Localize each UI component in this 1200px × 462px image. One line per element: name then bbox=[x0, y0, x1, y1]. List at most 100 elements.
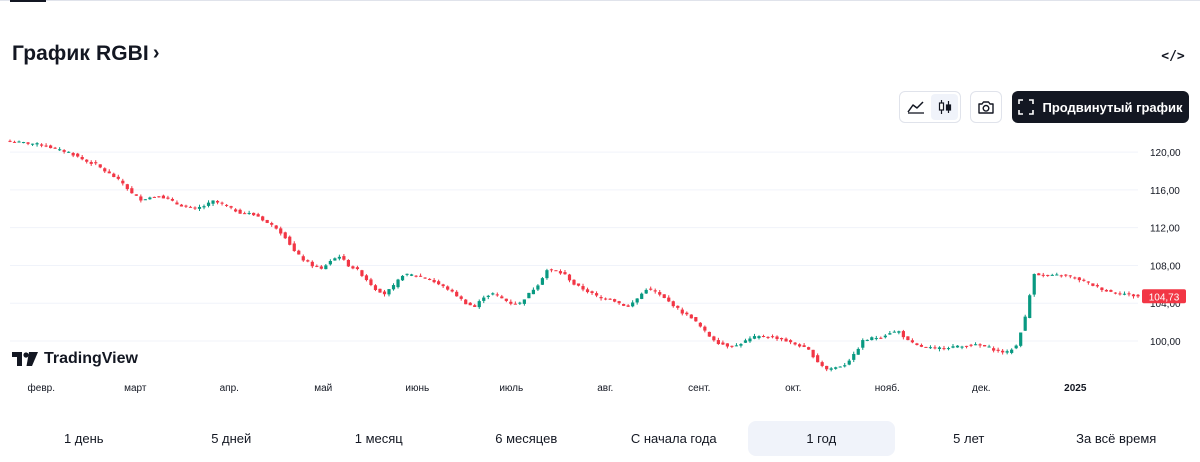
range-tab-0[interactable]: 1 день bbox=[63, 431, 104, 446]
candle-body bbox=[739, 344, 743, 346]
candle bbox=[112, 172, 116, 178]
chart-title-link[interactable]: График RGBI › bbox=[12, 42, 160, 66]
candle-body bbox=[613, 299, 617, 302]
candle bbox=[1095, 283, 1099, 288]
candle bbox=[937, 346, 942, 352]
candle bbox=[355, 265, 360, 271]
range-tab-1[interactable]: 5 дней bbox=[211, 431, 252, 446]
candle-body bbox=[969, 344, 973, 346]
candle-body bbox=[725, 343, 730, 347]
candle bbox=[238, 208, 242, 214]
candle bbox=[450, 288, 454, 293]
candle-body bbox=[414, 275, 418, 277]
candle bbox=[617, 300, 621, 305]
candle-body bbox=[558, 271, 563, 274]
candle bbox=[558, 269, 563, 275]
candle bbox=[495, 292, 499, 297]
candle-body bbox=[563, 272, 567, 275]
range-tab-4[interactable]: С начала года bbox=[630, 431, 717, 446]
candle bbox=[202, 204, 206, 210]
candle-body bbox=[270, 223, 274, 225]
candles-style-button[interactable] bbox=[931, 94, 958, 120]
candle bbox=[919, 343, 924, 348]
top-border bbox=[0, 0, 1200, 1]
candle bbox=[644, 288, 648, 294]
snapshot-button[interactable] bbox=[970, 91, 1002, 123]
x-tick-label: май bbox=[314, 383, 332, 394]
candle-body bbox=[942, 348, 946, 350]
candle-body bbox=[631, 302, 635, 307]
candle-body bbox=[1019, 332, 1023, 346]
candle-body bbox=[838, 366, 842, 368]
candle bbox=[509, 299, 513, 306]
candle bbox=[491, 292, 495, 296]
candle bbox=[807, 346, 811, 350]
candle bbox=[1100, 287, 1104, 293]
candle bbox=[631, 300, 635, 308]
candle bbox=[107, 169, 111, 174]
candle-body bbox=[883, 335, 887, 338]
last-price-label: 104,73 bbox=[1149, 292, 1180, 303]
candle bbox=[527, 292, 531, 299]
candle-body bbox=[468, 302, 472, 306]
candle bbox=[243, 211, 247, 215]
candle-body bbox=[35, 143, 39, 145]
x-tick-label: 2025 bbox=[1064, 383, 1087, 394]
candle-body bbox=[522, 299, 526, 304]
candle bbox=[35, 142, 39, 147]
candle bbox=[121, 178, 125, 186]
candle bbox=[915, 342, 919, 346]
candle bbox=[725, 343, 730, 349]
candle-body bbox=[617, 301, 621, 304]
candle-body bbox=[346, 259, 350, 267]
candle bbox=[649, 286, 653, 291]
candle-body bbox=[193, 207, 197, 209]
candle-body bbox=[8, 140, 12, 142]
candle bbox=[143, 199, 147, 201]
candle-body bbox=[121, 180, 125, 184]
candle-body bbox=[310, 261, 314, 267]
candle bbox=[658, 290, 662, 297]
tradingview-logo[interactable]: TradingView bbox=[12, 350, 138, 368]
candle bbox=[446, 285, 450, 291]
candle bbox=[125, 183, 129, 191]
range-tab-7[interactable]: За всё время bbox=[1076, 431, 1157, 446]
candle bbox=[563, 269, 567, 275]
candle-body bbox=[996, 349, 1000, 351]
candle-body bbox=[328, 260, 332, 265]
candle bbox=[234, 208, 238, 213]
candle bbox=[960, 345, 964, 350]
candle-body bbox=[540, 278, 545, 285]
candle-body bbox=[206, 202, 211, 206]
last-price-layer: 104,73 bbox=[1142, 289, 1186, 304]
embed-code-button[interactable]: </> bbox=[1160, 44, 1186, 68]
candle-body bbox=[870, 337, 874, 341]
candle-body bbox=[378, 288, 382, 293]
range-tab-3[interactable]: 6 месяцев bbox=[495, 431, 558, 446]
candle-body bbox=[680, 309, 684, 314]
candle bbox=[432, 278, 436, 284]
candle bbox=[423, 277, 427, 279]
candle bbox=[1046, 274, 1050, 277]
candle bbox=[743, 338, 748, 343]
range-tab-6[interactable]: 5 лет bbox=[953, 431, 985, 446]
candle-body bbox=[703, 326, 707, 331]
candle-body bbox=[1109, 290, 1113, 292]
candle bbox=[337, 254, 341, 261]
candle-body bbox=[486, 295, 490, 297]
candle bbox=[540, 277, 545, 286]
candle bbox=[811, 349, 815, 359]
advanced-chart-button[interactable]: Продвинутый график bbox=[1012, 91, 1189, 123]
candle bbox=[265, 219, 269, 224]
area-style-button[interactable] bbox=[902, 94, 929, 120]
candle bbox=[676, 305, 680, 310]
candle-body bbox=[103, 168, 107, 172]
candle-body bbox=[261, 216, 265, 221]
candle bbox=[757, 335, 761, 340]
candle-body bbox=[134, 194, 138, 196]
price-chart[interactable]: 100,00 104,00 108,00 112,00 116,00 120,00 фев… bbox=[0, 130, 1200, 400]
candle-body bbox=[513, 303, 517, 305]
candle bbox=[8, 139, 12, 143]
range-tab-5[interactable]: 1 год bbox=[747, 421, 895, 456]
range-tab-2[interactable]: 1 месяц bbox=[354, 431, 403, 446]
